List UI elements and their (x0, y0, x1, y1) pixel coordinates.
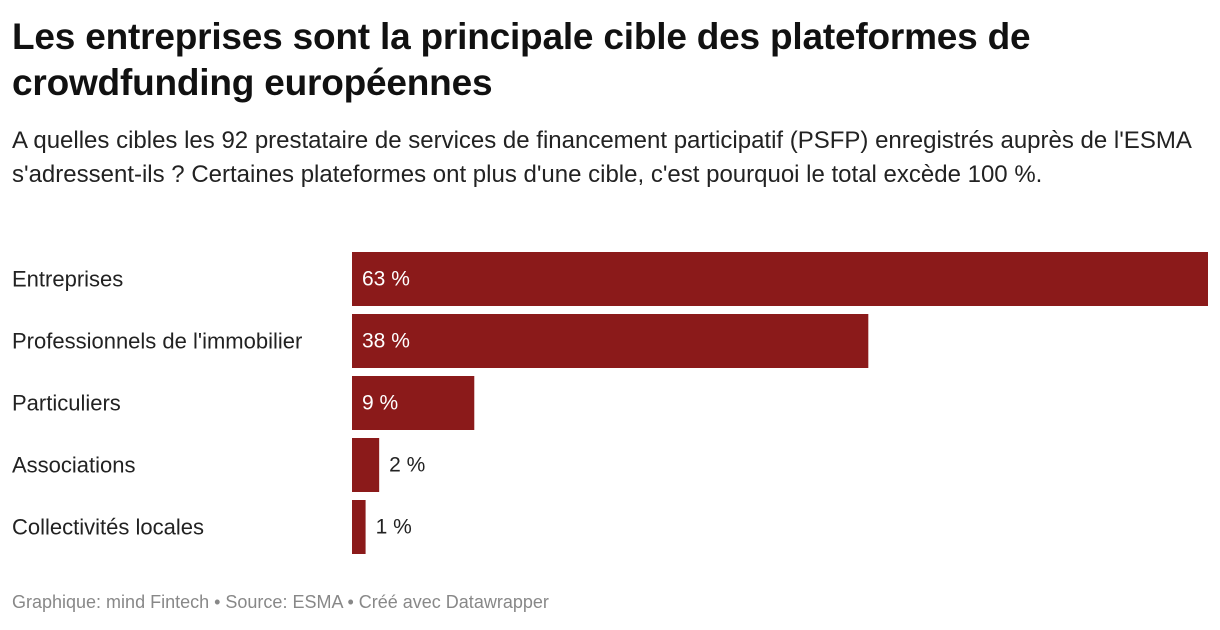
category-label-particuliers: Particuliers (12, 391, 121, 416)
value-label-professionnels-de-l-immobilier: 38 % (362, 330, 410, 353)
bar-professionnels-de-l-immobilier (352, 314, 869, 368)
category-label-collectivites-locales: Collectivités locales (12, 515, 204, 540)
chart-title: Les entreprises sont la principale cible… (12, 16, 1031, 103)
category-label-associations: Associations (12, 453, 136, 478)
value-label-collectivites-locales: 1 % (376, 516, 412, 539)
chart-footer: Graphique: mind Fintech • Source: ESMA •… (12, 592, 549, 612)
bar-particuliers (352, 376, 475, 430)
bar-associations (352, 438, 380, 492)
bar-entreprises (352, 252, 1208, 306)
category-label-entreprises: Entreprises (12, 267, 123, 292)
bar-collectivites-locales (352, 500, 366, 554)
category-label-professionnels-de-l-immobilier: Professionnels de l'immobilier (12, 329, 302, 354)
value-label-particuliers: 9 % (362, 392, 398, 415)
chart-subtitle: A quelles cibles les 92 prestataire de s… (12, 127, 1191, 188)
chart-header: Les entreprises sont la principale cible… (12, 0, 1212, 192)
value-label-associations: 2 % (389, 454, 425, 477)
value-label-entreprises: 63 % (362, 268, 410, 291)
